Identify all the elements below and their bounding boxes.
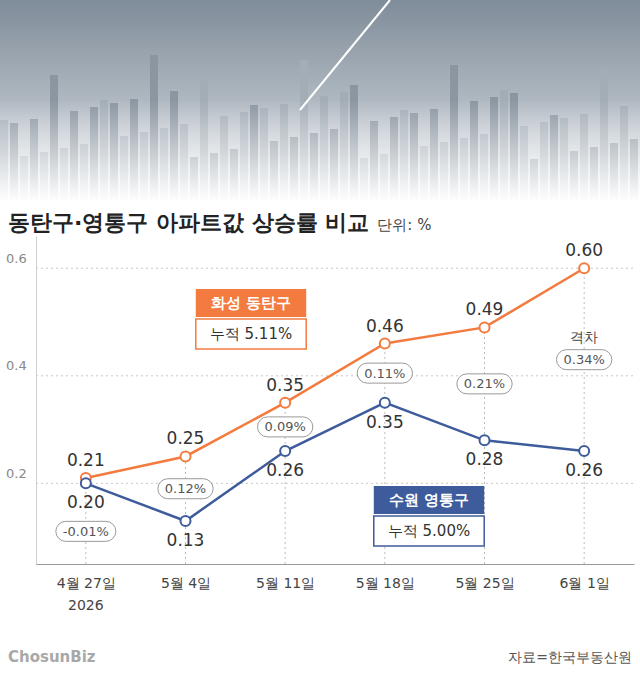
data-label: 0.21 [67,450,105,470]
data-label: 0.25 [167,428,205,448]
point [480,435,490,445]
data-label: 0.26 [266,460,304,480]
y-axis: 0.2 0.4 0.6 [6,237,37,565]
x-tick: 5월 18일 [356,564,415,591]
gap-pill-box [457,374,512,394]
legend-swatch [374,486,484,514]
legend-cumulative-box [374,516,484,546]
chart: 동탄구·영통구 아파트값 상승률 비교 단위: % 0.2 0.4 0.6 4월 27일 5… [0,0,640,678]
gap-pill-box [158,479,213,499]
title: 동탄구·영통구 아파트값 상승률 비교 [8,210,369,235]
x-axis: 4월 27일 5월 4일 5월 11일 5월 18일 5월 25일 6월 1일 [37,564,635,591]
gap-pill-box [258,417,313,437]
y-tick-label: 0.4 [6,358,27,373]
gap-pill-box [557,350,612,370]
grid-line [36,375,634,376]
gap-label: 0.09% [265,419,306,434]
x-tick: 5월 11일 [256,564,315,591]
x-tick: 5월 25일 [455,564,514,591]
gap-label: 0.11% [364,366,405,381]
x-tick-label: 6월 1일 [560,575,610,591]
legend-cumulative-box [196,319,306,349]
banner-divider [300,0,390,110]
point [579,446,589,456]
legend-cumulative: 누적 5.11% [210,325,292,343]
data-label: 0.60 [565,240,603,260]
x-tick-label: 5월 25일 [455,575,514,591]
gap-label: 0.34% [564,352,605,367]
gap-pill: 0.12% [158,479,213,499]
gap-pill: 0.34% [557,350,612,370]
grid-line [36,483,634,484]
y-axis-line [36,237,37,565]
legend-entry: 수원 영통구누적 5.00% [374,486,484,546]
gap-pill: 0.09% [258,417,313,437]
point [280,446,290,456]
point [480,322,490,332]
y-tick-label: 0.2 [6,466,27,481]
unit-label: 단위: % [377,216,431,234]
gap-label: 0.12% [165,481,206,496]
banner-fade [0,100,640,202]
legend-name: 화성 동탄구 [211,294,291,312]
x-axis-line [37,564,635,565]
data-label: 0.35 [266,375,304,395]
legend-cumulative: 누적 5.00% [388,522,470,540]
gap-title: 격차 [570,329,598,345]
y-tick: 0.6 [6,251,36,269]
y-tick: 0.4 [6,358,36,376]
point [380,398,390,408]
data-label: 0.35 [366,412,404,432]
legend-entry: 화성 동탄구누적 5.11% [196,289,306,349]
grid-line [36,268,634,269]
gap-pill-box [56,521,116,541]
series-line [86,268,584,478]
point [579,263,589,273]
gap-pill: -0.01% [56,521,116,541]
gap-label: -0.01% [63,524,109,539]
y-tick-label: 0.6 [6,251,27,266]
data-label: 0.20 [67,492,105,512]
x-tick: 5월 4일 [161,564,211,591]
x-tick: 4월 27일 [57,564,116,591]
gap-pill: 0.21% [457,374,512,394]
logo: ChosunBiz [8,648,96,666]
point [380,339,390,349]
data-label: 0.26 [565,460,603,480]
legend-swatch [196,289,306,317]
year-label: 2026 [68,597,104,613]
series-line [86,403,584,521]
x-tick-label: 4월 27일 [57,575,116,591]
data-label: 0.49 [466,299,504,319]
drop-line [584,268,585,564]
labels: 0.21 0.25 0.35 0.46 0.49 0.60 0.20 0.13 0.26 0.35… [56,240,612,550]
point [181,516,191,526]
y-tick: 0.2 [6,466,36,484]
legend-name: 수원 영통구 [389,491,469,509]
data-label: 0.13 [167,530,205,550]
banner [0,0,640,202]
x-tick-label: 5월 4일 [161,575,211,591]
point [81,478,91,488]
data-label: 0.28 [466,449,504,469]
x-tick-label: 5월 18일 [356,575,415,591]
point [280,398,290,408]
gap-pill: 0.11% [357,363,412,383]
x-tick: 6월 1일 [560,564,610,591]
point [181,451,191,461]
data-label: 0.46 [366,316,404,336]
gap-pill-box [357,363,412,383]
marks [81,263,589,564]
grid [36,268,634,483]
x-tick-label: 5월 11일 [256,575,315,591]
gap-label: 0.21% [464,376,505,391]
source: 자료=한국부동산원 [508,649,632,665]
